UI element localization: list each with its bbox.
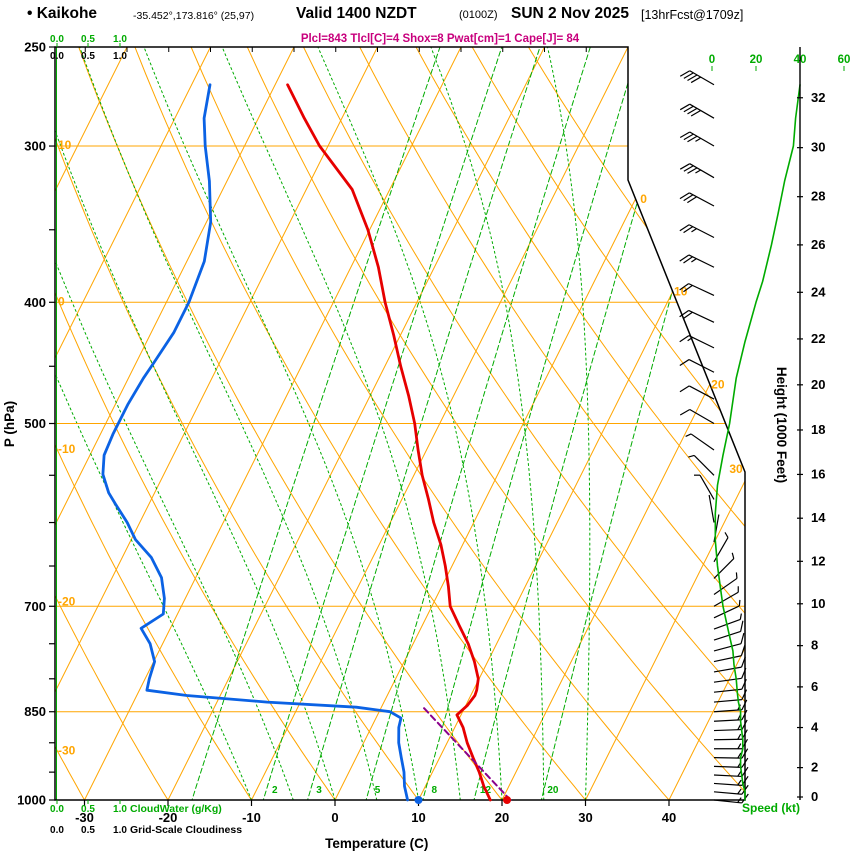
station-name: • Kaikohe xyxy=(27,5,98,22)
svg-text:20: 20 xyxy=(811,377,825,392)
parcel-parameters: Plcl=843 Tlcl[C]=4 Shox=8 Pwat[cm]=1 Cap… xyxy=(300,33,580,45)
grid-lines xyxy=(55,47,745,800)
svg-text:16: 16 xyxy=(811,466,825,481)
svg-text:-30: -30 xyxy=(58,744,76,758)
svg-text:0.5: 0.5 xyxy=(81,825,95,836)
svg-text:CloudWater (g/Kg): CloudWater (g/Kg) xyxy=(130,803,222,815)
surface-temp-dot xyxy=(503,796,512,804)
svg-text:-10: -10 xyxy=(58,442,76,456)
svg-text:14: 14 xyxy=(811,510,826,525)
svg-text:30: 30 xyxy=(578,810,592,825)
svg-text:20: 20 xyxy=(495,810,509,825)
svg-text:10: 10 xyxy=(674,285,688,299)
temperature-curve xyxy=(286,83,492,802)
svg-text:20: 20 xyxy=(750,54,763,66)
svg-text:22: 22 xyxy=(811,331,825,346)
svg-text:0.0: 0.0 xyxy=(50,34,64,45)
svg-text:24: 24 xyxy=(811,284,826,299)
svg-text:0: 0 xyxy=(811,789,818,804)
svg-text:0: 0 xyxy=(640,192,647,206)
forecast-info: [13hrFcst@1709z] xyxy=(641,8,744,22)
svg-text:Grid-Scale Cloudiness: Grid-Scale Cloudiness xyxy=(130,824,242,836)
svg-text:60: 60 xyxy=(838,54,850,66)
svg-text:Height (1000 Feet): Height (1000 Feet) xyxy=(774,367,789,483)
svg-text:5: 5 xyxy=(375,785,381,796)
svg-text:0.5: 0.5 xyxy=(81,804,95,815)
station-coords: -35.452°,173.816° (25,97) xyxy=(133,10,255,22)
svg-text:6: 6 xyxy=(811,679,818,694)
svg-text:4: 4 xyxy=(811,720,819,735)
svg-text:0.0: 0.0 xyxy=(50,825,64,836)
svg-text:0.5: 0.5 xyxy=(81,34,95,45)
svg-text:0: 0 xyxy=(58,294,65,308)
svg-text:8: 8 xyxy=(811,638,818,653)
svg-text:40: 40 xyxy=(662,810,676,825)
svg-text:-10: -10 xyxy=(242,810,261,825)
svg-text:20: 20 xyxy=(547,785,559,796)
svg-text:0.0: 0.0 xyxy=(50,804,64,815)
svg-text:12: 12 xyxy=(811,553,825,568)
svg-text:400: 400 xyxy=(24,295,46,310)
svg-text:0: 0 xyxy=(331,810,338,825)
svg-text:1.0: 1.0 xyxy=(113,804,127,815)
svg-text:0.5: 0.5 xyxy=(81,51,95,62)
svg-text:500: 500 xyxy=(24,416,46,431)
svg-text:30: 30 xyxy=(811,140,825,155)
cloud-scales: 0.00.00.00.00.50.50.50.51.01.01.01.0Clou… xyxy=(50,34,242,836)
svg-text:1.0: 1.0 xyxy=(113,51,127,62)
valid-utc: (0100Z) xyxy=(459,9,498,21)
svg-text:850: 850 xyxy=(24,704,46,719)
valid-time: Valid 1400 NZDT xyxy=(296,5,417,22)
svg-text:-20: -20 xyxy=(58,594,76,608)
svg-text:2: 2 xyxy=(272,785,278,796)
svg-text:0.0: 0.0 xyxy=(50,51,64,62)
svg-text:10: 10 xyxy=(58,138,72,152)
svg-text:32: 32 xyxy=(811,90,825,105)
svg-text:Speed (kt): Speed (kt) xyxy=(742,801,800,815)
svg-text:1.0: 1.0 xyxy=(113,34,127,45)
svg-text:P (hPa): P (hPa) xyxy=(2,401,17,447)
svg-text:28: 28 xyxy=(811,189,825,204)
svg-text:250: 250 xyxy=(24,40,46,55)
svg-text:1.0: 1.0 xyxy=(113,825,127,836)
svg-text:30: 30 xyxy=(729,462,743,476)
wind-barbs xyxy=(679,70,749,804)
speed-curve xyxy=(714,84,801,801)
svg-text:0: 0 xyxy=(709,54,715,66)
svg-text:20: 20 xyxy=(711,377,725,391)
dewpoint-curve xyxy=(101,83,410,802)
svg-text:26: 26 xyxy=(811,237,825,252)
svg-text:-20: -20 xyxy=(159,810,178,825)
svg-text:3: 3 xyxy=(316,785,322,796)
profiles xyxy=(101,83,512,804)
parcel-path xyxy=(422,706,512,801)
svg-text:10: 10 xyxy=(411,810,425,825)
svg-text:8: 8 xyxy=(431,785,437,796)
svg-text:10: 10 xyxy=(811,596,825,611)
svg-text:2: 2 xyxy=(811,760,818,775)
svg-text:-30: -30 xyxy=(75,810,94,825)
svg-text:300: 300 xyxy=(24,139,46,154)
valid-date: SUN 2 Nov 2025 xyxy=(511,5,630,22)
surface-dewpoint-dot xyxy=(414,796,423,804)
svg-text:18: 18 xyxy=(811,422,825,437)
svg-text:Temperature (C): Temperature (C) xyxy=(325,836,428,851)
svg-text:1000: 1000 xyxy=(17,793,46,808)
svg-text:700: 700 xyxy=(24,599,46,614)
